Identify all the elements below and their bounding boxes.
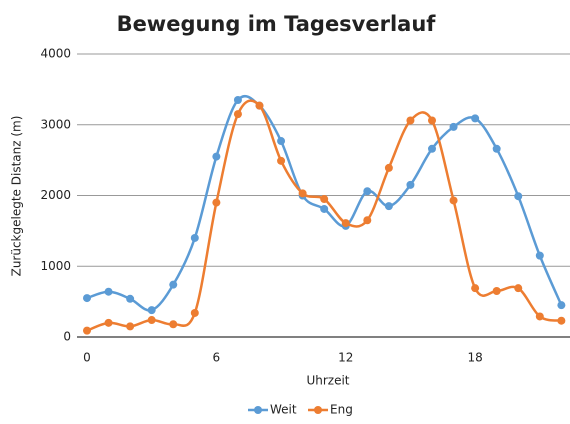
y-tick-label: 0 [63,330,71,344]
legend-marker [314,406,322,414]
legend-marker [254,406,262,414]
data-point [277,137,286,146]
data-point [557,316,566,325]
y-tick-label: 4000 [40,47,71,61]
y-tick-label: 1000 [40,259,71,273]
data-point [449,122,458,131]
data-point [147,306,156,315]
data-point [233,110,242,119]
data-point [104,318,113,327]
data-point [190,233,199,242]
x-tick-label: 12 [338,351,353,365]
data-point [126,294,135,303]
data-point [384,163,393,172]
data-point [83,294,91,303]
y-tick-label: 3000 [40,117,71,131]
data-point [320,195,329,204]
data-point [406,180,415,189]
legend-label: Weit [270,403,297,417]
data-point [514,192,523,201]
data-point [190,308,199,317]
y-tick-label: 2000 [40,188,71,202]
data-point [169,280,178,289]
data-point [492,287,501,296]
data-point [492,144,501,153]
data-point [277,156,286,165]
data-point [212,152,221,161]
data-point [255,101,264,110]
x-tick-label: 18 [467,351,482,365]
data-point [428,116,436,125]
data-point [212,198,221,207]
data-point [557,301,566,310]
data-point [535,251,544,260]
data-point [471,284,480,293]
data-point [147,316,156,325]
data-point [384,202,393,211]
x-tick-label: 6 [213,351,221,365]
data-point [298,189,307,198]
data-point [83,326,91,335]
data-point [104,287,113,296]
data-point [428,144,436,153]
chart-title: Bewegung im Tagesverlauf [117,12,437,36]
x-axis-label: Uhrzeit [306,374,349,388]
data-point [320,204,329,213]
data-point [363,216,372,225]
data-point [514,284,523,293]
data-point [233,95,242,104]
series-line [86,94,563,312]
data-point [363,187,372,196]
data-point [126,322,135,331]
data-point [535,312,544,321]
data-point [341,219,350,228]
y-axis-label: Zurückgelegte Distanz (m) [10,116,24,277]
data-point [471,114,480,123]
data-point [449,196,458,205]
data-point [406,116,415,125]
legend-label: Eng [330,403,353,417]
x-tick-label: 0 [83,351,91,365]
data-point [169,320,178,329]
